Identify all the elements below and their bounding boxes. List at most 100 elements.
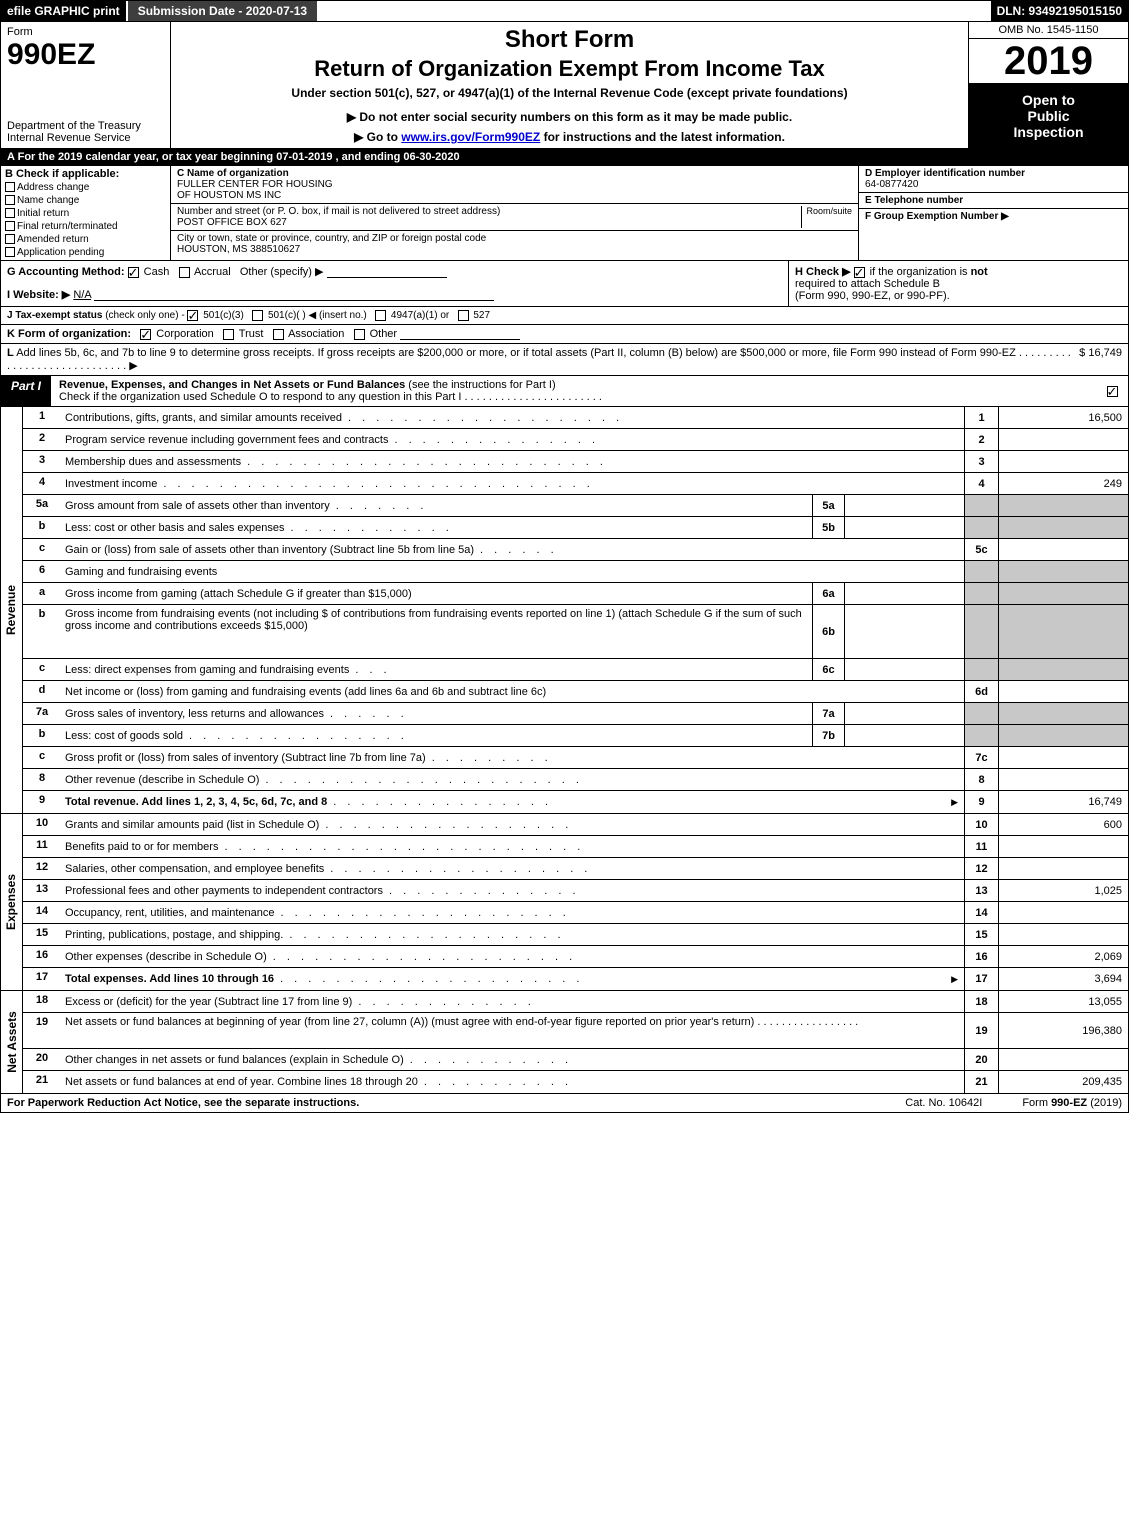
- line-3-num: 3: [23, 451, 61, 472]
- line-1-num: 1: [23, 407, 61, 428]
- line-16-value: 2,069: [998, 946, 1128, 967]
- checkbox-icon[interactable]: [5, 234, 15, 244]
- line-14-num: 14: [23, 902, 61, 923]
- line-1-refnum: 1: [964, 407, 998, 428]
- open-public-inspection: Open to Public Inspection: [969, 84, 1128, 148]
- checkbox-501c3[interactable]: [187, 310, 198, 321]
- dots: . . . . . . . . . . . . . . . . . . . .: [289, 929, 960, 941]
- checkbox-accrual[interactable]: [179, 267, 190, 278]
- line-5c: c Gain or (loss) from sale of assets oth…: [23, 539, 1128, 561]
- dots: . . . . . . . . . . . . . . . . . . . . …: [273, 951, 960, 963]
- dots: . . . . . . . . . . . . . . . . . . . . …: [280, 973, 951, 985]
- k-o4: Other: [370, 328, 398, 340]
- line-1-desc-text: Contributions, gifts, grants, and simila…: [65, 412, 342, 424]
- opt-initial-return-label: Initial return: [17, 208, 69, 219]
- checkbox-icon[interactable]: [5, 182, 15, 192]
- line-6b-desc-text: Gross income from fundraising events (no…: [65, 608, 802, 632]
- line-18-value: 13,055: [998, 991, 1128, 1012]
- line-6b-midval: [844, 605, 964, 658]
- line-10-desc: Grants and similar amounts paid (list in…: [61, 814, 964, 835]
- header-right: OMB No. 1545-1150 2019 Open to Public In…: [968, 22, 1128, 148]
- dots: . . . . . . . . . . . . . . . . . . . . …: [265, 774, 960, 786]
- checkbox-527[interactable]: [458, 310, 469, 321]
- irs-link[interactable]: www.irs.gov/Form990EZ: [401, 130, 540, 144]
- other-specify-input[interactable]: [327, 266, 447, 278]
- line-15-value: [998, 924, 1128, 945]
- line-15-refnum: 15: [964, 924, 998, 945]
- room-suite-label: Room/suite: [801, 206, 852, 228]
- checkbox-other-org[interactable]: [354, 329, 365, 340]
- checkbox-association[interactable]: [273, 329, 284, 340]
- part1-check-text: Check if the organization used Schedule …: [59, 391, 461, 403]
- efile-print-label[interactable]: efile GRAPHIC print: [1, 1, 126, 21]
- netassets-rows: 18 Excess or (deficit) for the year (Sub…: [23, 991, 1128, 1093]
- j-o4: 527: [473, 310, 490, 321]
- line-19-refnum: 19: [964, 1013, 998, 1048]
- line-21-desc: Net assets or fund balances at end of ye…: [61, 1071, 964, 1093]
- checkbox-4947[interactable]: [375, 310, 386, 321]
- line-18: 18 Excess or (deficit) for the year (Sub…: [23, 991, 1128, 1013]
- checkbox-501c[interactable]: [252, 310, 263, 321]
- line-15-num: 15: [23, 924, 61, 945]
- checkbox-icon[interactable]: [5, 247, 15, 257]
- line-6-desc: Gaming and fundraising events: [61, 561, 964, 582]
- line-5b-refnum-shade: [964, 517, 998, 538]
- row-l: L Add lines 5b, 6c, and 7b to line 9 to …: [0, 344, 1129, 376]
- checkbox-icon[interactable]: [5, 208, 15, 218]
- footer-right-bold: 990-EZ: [1051, 1097, 1087, 1109]
- city-value: HOUSTON, MS 388510627: [177, 244, 490, 255]
- checkbox-h[interactable]: [854, 267, 865, 278]
- row-k: K Form of organization: Corporation Trus…: [0, 325, 1129, 344]
- line-21-desc-text: Net assets or fund balances at end of ye…: [65, 1076, 418, 1088]
- opt-final-return: Final return/terminated: [5, 221, 166, 232]
- checkbox-corporation[interactable]: [140, 329, 151, 340]
- line-2-num: 2: [23, 429, 61, 450]
- line-20: 20 Other changes in net assets or fund b…: [23, 1049, 1128, 1071]
- d-row: D Employer identification number 64-0877…: [859, 166, 1128, 193]
- line-7b-refnum-shade: [964, 725, 998, 746]
- c-city-row: City or town, state or province, country…: [171, 231, 858, 257]
- line-6b-refnum-shade: [964, 605, 998, 658]
- checkbox-icon[interactable]: [5, 221, 15, 231]
- h-not: not: [971, 266, 988, 278]
- line-6a: a Gross income from gaming (attach Sched…: [23, 583, 1128, 605]
- header-center: Short Form Return of Organization Exempt…: [171, 22, 968, 148]
- line-7c-desc: Gross profit or (loss) from sales of inv…: [61, 747, 964, 768]
- line-14-refnum: 14: [964, 902, 998, 923]
- footer-row: For Paperwork Reduction Act Notice, see …: [0, 1094, 1129, 1113]
- line-7a-midval: [844, 703, 964, 724]
- checkbox-icon[interactable]: [5, 195, 15, 205]
- form-number: 990EZ: [7, 38, 164, 72]
- checkbox-cash[interactable]: [128, 267, 139, 278]
- line-7c-refnum: 7c: [964, 747, 998, 768]
- box-de: D Employer identification number 64-0877…: [858, 166, 1128, 260]
- l-arrow: ▶: [129, 360, 137, 372]
- line-6b-desc: Gross income from fundraising events (no…: [61, 605, 812, 658]
- line-10-num: 10: [23, 814, 61, 835]
- line-5b-midnum: 5b: [812, 517, 844, 538]
- line-2-desc-text: Program service revenue including govern…: [65, 434, 388, 446]
- line-19-value: 196,380: [998, 1013, 1128, 1048]
- line-13-value: 1,025: [998, 880, 1128, 901]
- line-3-desc: Membership dues and assessments. . . . .…: [61, 451, 964, 472]
- checkbox-part1-scheduleo[interactable]: [1107, 386, 1118, 397]
- line-5b-desc-text: Less: cost or other basis and sales expe…: [65, 522, 285, 534]
- line-7a-desc: Gross sales of inventory, less returns a…: [61, 703, 812, 724]
- dept-treasury: Department of the Treasury: [7, 120, 164, 132]
- line-18-desc-text: Excess or (deficit) for the year (Subtra…: [65, 996, 352, 1008]
- short-form-title: Short Form: [505, 26, 634, 54]
- line-2-value: [998, 429, 1128, 450]
- k-o1: Corporation: [156, 328, 213, 340]
- line-12-num: 12: [23, 858, 61, 879]
- submission-date-label: Submission Date - 2020-07-13: [126, 1, 317, 21]
- other-org-input[interactable]: [400, 328, 520, 340]
- line-16-desc-text: Other expenses (describe in Schedule O): [65, 951, 267, 963]
- checkbox-trust[interactable]: [223, 329, 234, 340]
- k-label: K Form of organization:: [7, 328, 131, 340]
- line-18-refnum: 18: [964, 991, 998, 1012]
- line-7c: c Gross profit or (loss) from sales of i…: [23, 747, 1128, 769]
- line-7b-midnum: 7b: [812, 725, 844, 746]
- line-5a-midval: [844, 495, 964, 516]
- website-underline: [94, 289, 494, 301]
- line-5a-desc: Gross amount from sale of assets other t…: [61, 495, 812, 516]
